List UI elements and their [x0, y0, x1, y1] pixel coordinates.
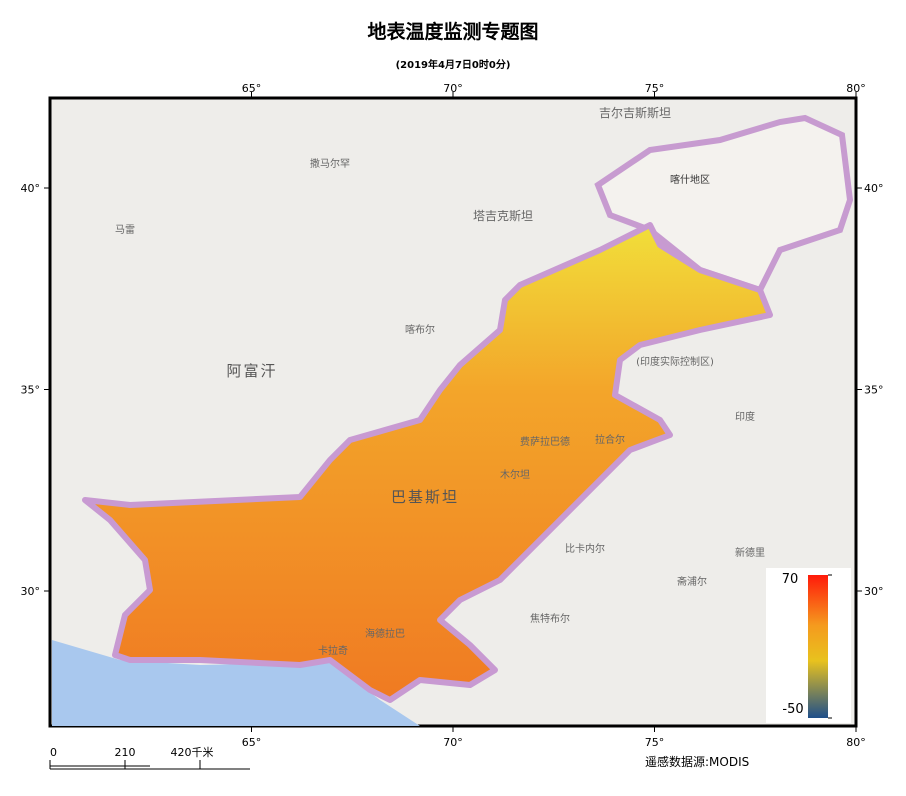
legend-max: 70 — [782, 572, 799, 587]
subtitle: (2019年4月7日0时0分) — [396, 58, 511, 71]
place-label: 阿富汗 — [226, 362, 277, 380]
place-label: 巴基斯坦 — [391, 488, 459, 506]
place-label: 吉尔吉斯斯坦 — [599, 105, 671, 120]
title: 地表温度监测专题图 — [367, 20, 538, 43]
lon-tick-label: 80° — [846, 736, 866, 749]
lon-tick-label: 75° — [645, 82, 665, 95]
place-label: 马雷 — [115, 224, 135, 236]
place-label: 新德里 — [735, 546, 765, 559]
lon-tick-label: 65° — [242, 82, 262, 95]
pakistan-lst — [82, 222, 773, 703]
scale-label: 420千米 — [171, 746, 214, 759]
place-label: 印度 — [735, 410, 755, 423]
lon-tick-label: 70° — [443, 82, 463, 95]
legend-min: -50 — [782, 702, 803, 717]
place-label: 撒马尔罕 — [310, 157, 350, 170]
place-label: 费萨拉巴德 — [520, 435, 570, 448]
lat-tick-label: 35° — [21, 384, 41, 397]
lon-tick-label: 65° — [242, 736, 262, 749]
lat-tick-label: 30° — [864, 585, 884, 598]
lon-tick-label: 70° — [443, 736, 463, 749]
place-label: 海德拉巴 — [365, 627, 405, 640]
source-note: 遥感数据源:MODIS — [645, 754, 749, 769]
place-label: 卡拉奇 — [318, 644, 348, 657]
lat-tick-label: 40° — [864, 182, 884, 195]
scale-label: 0 — [50, 746, 57, 759]
legend-colorbar — [808, 575, 828, 718]
place-label: 焦特布尔 — [530, 612, 570, 625]
lon-tick-label: 80° — [846, 82, 866, 95]
place-label: 木尔坦 — [500, 468, 530, 481]
scale-label: 210 — [115, 746, 136, 759]
place-label: (印度实际控制区) — [636, 355, 714, 368]
place-label: 塔吉克斯坦 — [473, 209, 533, 223]
place-label: 斋浦尔 — [677, 575, 707, 588]
lat-tick-label: 35° — [864, 384, 884, 397]
place-label: 拉合尔 — [595, 433, 625, 446]
place-label: 比卡内尔 — [565, 542, 605, 555]
place-label: 喀布尔 — [405, 323, 435, 336]
lon-tick-label: 75° — [645, 736, 665, 749]
lat-tick-label: 30° — [21, 585, 41, 598]
place-label: 喀什地区 — [670, 173, 710, 186]
lat-tick-label: 40° — [21, 182, 41, 195]
